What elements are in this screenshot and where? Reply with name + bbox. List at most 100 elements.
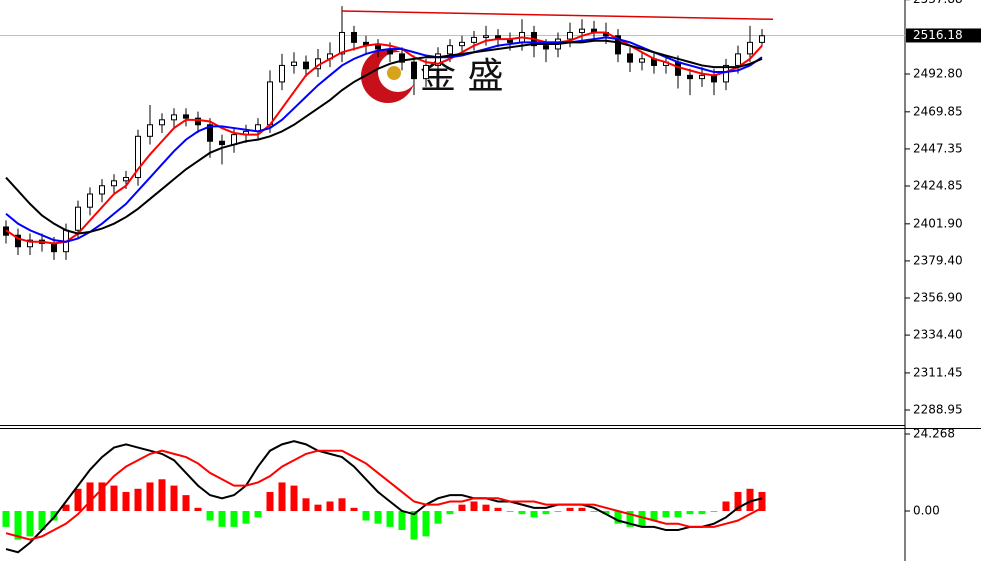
candle-body xyxy=(135,135,141,179)
y-tick-label: 2288.95 xyxy=(913,403,963,417)
candle-body xyxy=(87,193,93,208)
indicator-line xyxy=(5,440,763,554)
histogram-bar xyxy=(302,498,310,511)
y-tick-label: 2356.90 xyxy=(913,291,963,305)
candle-body xyxy=(579,28,585,33)
histogram-bar xyxy=(554,510,562,512)
candle-body xyxy=(675,61,681,76)
histogram-bar xyxy=(614,510,622,524)
histogram-bar xyxy=(590,510,598,512)
candle-body xyxy=(303,61,309,70)
histogram-bar xyxy=(182,495,190,511)
histogram-bar xyxy=(650,510,658,521)
histogram-bar xyxy=(530,510,538,518)
histogram-bar xyxy=(14,510,22,540)
candle-body xyxy=(51,242,57,253)
candle-body xyxy=(615,35,621,55)
histogram-bar xyxy=(74,488,82,511)
candle-body xyxy=(291,61,297,66)
candle-body xyxy=(15,234,21,248)
candle-body xyxy=(279,64,285,83)
histogram-bar xyxy=(494,507,502,511)
candle-body xyxy=(399,53,405,63)
histogram-bar xyxy=(758,491,766,511)
candle-body xyxy=(159,119,165,126)
y-tick-label: 0.00 xyxy=(913,503,940,517)
candle-body xyxy=(639,58,645,63)
histogram-bar xyxy=(386,510,394,527)
candle-body xyxy=(267,81,273,126)
histogram-bar xyxy=(110,485,118,511)
histogram-bar xyxy=(434,510,442,524)
histogram-bar xyxy=(626,510,634,527)
y-tick-label: 24.268 xyxy=(913,427,955,441)
y-tick-label: 2334.40 xyxy=(913,328,963,342)
histogram-bar xyxy=(638,510,646,527)
candle-body xyxy=(339,31,345,55)
histogram-bar xyxy=(326,501,334,511)
y-tick-label: 2379.40 xyxy=(913,253,963,267)
logo-dot xyxy=(387,66,401,80)
histogram-bar xyxy=(194,507,202,511)
histogram-bar xyxy=(734,491,742,511)
y-tick-label: 2492.80 xyxy=(913,67,963,81)
candle-body xyxy=(567,31,573,40)
histogram-bar xyxy=(470,501,478,511)
candle-body xyxy=(183,114,189,119)
indicator-line xyxy=(5,31,763,245)
histogram-bar xyxy=(674,510,682,518)
candle-body xyxy=(27,239,33,248)
candle-body xyxy=(207,124,213,142)
candle-body xyxy=(423,64,429,80)
histogram-bar xyxy=(518,510,526,515)
candle-body xyxy=(447,45,453,55)
histogram-bar xyxy=(206,510,214,521)
candle-body xyxy=(351,31,357,43)
y-tick-label: 2311.45 xyxy=(913,365,963,379)
candle-body xyxy=(759,35,765,43)
y-tick-label: 2424.85 xyxy=(913,179,963,193)
histogram-bar xyxy=(134,488,142,511)
histogram-bar xyxy=(278,482,286,511)
histogram-bar xyxy=(314,504,322,511)
indicator-line xyxy=(5,39,763,235)
histogram-bar xyxy=(410,510,418,540)
histogram-bar xyxy=(230,510,238,527)
histogram-bar xyxy=(350,507,358,511)
histogram-bar xyxy=(458,504,466,511)
candle-body xyxy=(111,180,117,187)
candle-body xyxy=(435,53,441,66)
candle-body xyxy=(195,117,201,126)
histogram-bar xyxy=(254,510,262,518)
histogram-bar xyxy=(542,510,550,515)
indicator-line xyxy=(5,449,763,541)
y-tick-label: 2537.88 xyxy=(913,0,963,6)
y-tick-label: 2447.35 xyxy=(913,141,963,155)
histogram-bar xyxy=(362,510,370,521)
candle-body xyxy=(471,36,477,43)
candle-body xyxy=(747,41,753,55)
histogram-bar xyxy=(374,510,382,524)
histogram-bar xyxy=(698,510,706,515)
histogram-bar xyxy=(86,482,94,511)
candle-body xyxy=(543,45,549,50)
histogram-bar xyxy=(146,482,154,511)
histogram-bar xyxy=(62,504,70,511)
histogram-bar xyxy=(710,510,718,512)
histogram-bar xyxy=(482,504,490,511)
histogram-bar xyxy=(602,510,610,515)
histogram-bar xyxy=(422,510,430,537)
candle-body xyxy=(147,124,153,137)
histogram-bar xyxy=(662,510,670,518)
histogram-bar xyxy=(746,488,754,511)
histogram-bar xyxy=(446,510,454,515)
histogram-bar xyxy=(122,491,130,511)
candle-body xyxy=(735,53,741,66)
candle-body xyxy=(219,140,225,146)
candle-body xyxy=(459,41,465,47)
candle-body xyxy=(123,177,129,182)
histogram-bar xyxy=(158,479,166,511)
histogram-bar xyxy=(242,510,250,524)
histogram-bar xyxy=(170,485,178,511)
